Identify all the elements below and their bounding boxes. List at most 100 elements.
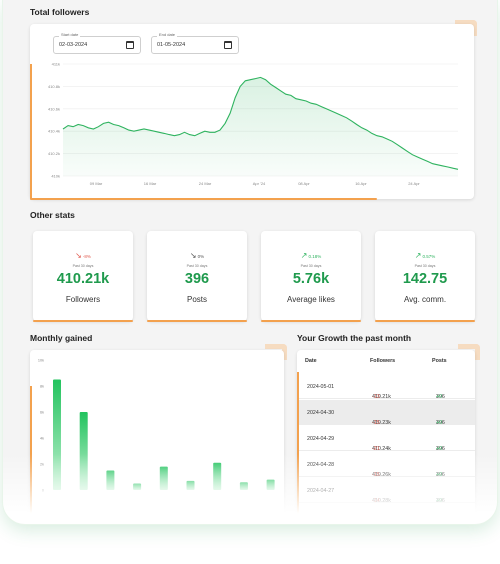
table-accent-left: [297, 372, 299, 516]
stat-label: Followers: [65, 295, 101, 304]
series-line: [62, 76, 459, 170]
table-row[interactable]: 2024-04-29 410.24k -21 396 +0: [299, 426, 475, 452]
x-tick-label: 16 Mar: [144, 181, 157, 186]
total-followers-title: Total followers: [30, 7, 90, 17]
series-area: [63, 77, 458, 176]
table-row[interactable]: 2024-05-01 410.21k -13 396 +0: [299, 374, 475, 400]
row-date: 2024-04-27: [307, 488, 335, 494]
row-posts-delta: +0: [436, 420, 443, 426]
card-corner-decoration: [458, 344, 480, 360]
y-tick-label: 4k: [40, 437, 44, 441]
x-tick-label: 24 Apr: [408, 181, 420, 186]
y-tick-label: 10k: [38, 359, 44, 363]
table-row[interactable]: 2024-04-30 410.23k -15 396 +0: [299, 400, 475, 426]
stat-card: ↗0.18% Past 30 days 5.76k Average likes: [261, 231, 361, 321]
stat-label: Posts: [186, 295, 207, 304]
stat-card: ↗0.57% Past 30 days 142.75 Avg. comm.: [375, 231, 475, 321]
start-date-label: Start date: [59, 32, 81, 37]
trend-down-icon: ↘: [189, 251, 197, 260]
start-date-value: 02-03-2024: [59, 42, 88, 48]
growth-title: Your Growth the past month: [297, 333, 412, 343]
row-followers: 410.23k: [372, 420, 391, 426]
x-tick-label: 16 Apr: [355, 181, 367, 186]
stat-card-accent: [33, 320, 133, 322]
stat-trend: ↘-8%: [33, 251, 133, 260]
stat-value: 396: [184, 271, 210, 287]
end-date-field[interactable]: End date 01-05-2024: [151, 32, 239, 54]
stat-trend-value: 0.18%: [308, 254, 322, 259]
total-followers-card: Start date 02-03-2024 End date 01-05-202…: [30, 24, 474, 199]
stat-trend-value: 0%: [197, 254, 205, 259]
stat-trend-value: 0.57%: [422, 254, 436, 259]
bar: [133, 483, 142, 490]
y-tick-label: 0: [42, 489, 44, 493]
x-tick-label: 09 Mar: [90, 181, 103, 186]
row-posts: 396: [436, 394, 445, 400]
row-followers: 410.21k: [372, 394, 391, 400]
y-tick-label: 410.4k: [48, 129, 60, 134]
stat-trend: ↗0.57%: [375, 251, 475, 260]
dashboard-frame: Total followers Start date 02-03-2024 En…: [3, 0, 497, 524]
table-row[interactable]: 2024-04-28 410.26k -15 396 +0: [299, 452, 475, 478]
y-tick-label: 2k: [40, 463, 44, 467]
column-header-date: Date: [305, 358, 317, 364]
x-tick-label: Apr '24: [253, 181, 266, 186]
row-date: 2024-04-29: [307, 436, 335, 442]
bar: [53, 379, 61, 490]
bar: [239, 482, 248, 490]
row-date: 2024-04-30: [307, 410, 335, 416]
x-tick-label: 08 Apr: [298, 181, 310, 186]
row-posts-delta: +0: [436, 446, 443, 452]
row-followers-delta: -14: [372, 498, 380, 504]
monthly-gained-bar-chart: 10k 8k 6k 4k 2k 0: [38, 359, 275, 493]
stat-label: Avg. comm.: [403, 295, 447, 304]
stat-period: Past 30 days: [300, 264, 322, 268]
stat-trend: ↗0.18%: [261, 251, 361, 260]
row-date: 2024-05-01: [307, 384, 335, 390]
bar: [106, 470, 115, 490]
trend-up-icon: ↗: [414, 251, 422, 260]
stat-period: Past 30 days: [186, 264, 208, 268]
y-tick-label: 8k: [40, 385, 44, 389]
stat-trend: ↘0%: [147, 251, 247, 260]
card-corner-decoration: [265, 344, 287, 360]
row-followers-delta: -15: [372, 420, 380, 426]
stat-value: 5.76k: [292, 271, 330, 287]
other-stats-title: Other stats: [30, 210, 75, 220]
card-accent-left: [30, 386, 32, 516]
bar: [79, 412, 88, 490]
calendar-icon[interactable]: [224, 41, 232, 49]
stat-value: 410.21k: [56, 271, 110, 287]
stat-card: ↘0% Past 30 days 396 Posts: [147, 231, 247, 321]
row-followers-delta: -21: [372, 446, 380, 452]
calendar-icon[interactable]: [126, 41, 134, 49]
start-date-field[interactable]: Start date 02-03-2024: [53, 32, 141, 54]
y-tick-label: 6k: [40, 411, 44, 415]
card-corner-decoration: [455, 20, 477, 36]
monthly-gained-title: Monthly gained: [30, 333, 93, 343]
stat-card-accent: [261, 320, 361, 322]
followers-line-chart: 410k 410.2k 410.4k 410.6k 410.8k 411k 09 Mar 16…: [48, 62, 459, 186]
end-date-value: 01-05-2024: [157, 42, 186, 48]
y-tick-label: 411k: [52, 62, 60, 67]
stat-value: 142.75: [402, 271, 448, 287]
table-row[interactable]: 2024-04-27 410.28k -14 396 +0: [299, 478, 475, 504]
row-posts-delta: +0: [436, 498, 443, 504]
monthly-gained-card: 10k 8k 6k 4k 2k 0: [30, 350, 284, 515]
trend-down-icon: ↘: [75, 251, 82, 260]
row-posts-delta: +0: [436, 394, 443, 400]
column-header-posts: Posts: [432, 358, 447, 364]
stat-label: Average likes: [287, 295, 335, 304]
bar: [213, 462, 222, 490]
stat-trend-value: -8%: [82, 254, 91, 259]
x-tick-label: 24 Mar: [199, 181, 212, 186]
stat-card: ↘-8% Past 30 days 410.21k Followers: [33, 231, 133, 321]
bar: [266, 479, 275, 490]
row-posts: 396: [436, 420, 445, 426]
y-tick-label: 410.8k: [48, 84, 60, 89]
row-posts: 396: [436, 446, 445, 452]
stat-period: Past 30 days: [72, 264, 94, 268]
y-tick-label: 410.6k: [48, 106, 60, 111]
card-accent-left: [30, 64, 32, 199]
row-date: 2024-04-28: [307, 462, 335, 468]
